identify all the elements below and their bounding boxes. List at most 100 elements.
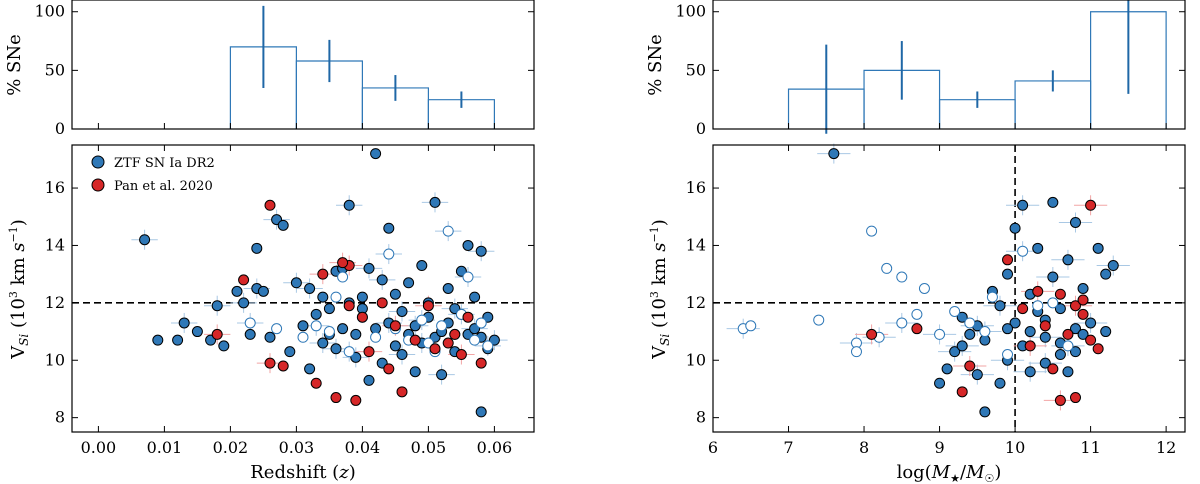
ztf-point — [1069, 346, 1081, 358]
x-tick-label: 0.01 — [147, 438, 183, 457]
ztf-point — [475, 245, 487, 257]
ztf-point — [1069, 323, 1081, 335]
ztf-point — [231, 285, 243, 297]
pan-point — [1054, 394, 1066, 406]
pan-point — [1047, 363, 1059, 375]
pan-point — [264, 357, 276, 369]
ztf-point — [934, 377, 946, 389]
pan-point — [1039, 320, 1051, 332]
ztf-open-point — [964, 317, 976, 329]
ztf-point — [389, 288, 401, 300]
ztf-point — [1039, 331, 1051, 343]
ztf-point — [964, 328, 976, 340]
ztf-point — [363, 262, 375, 274]
ztf-point — [442, 283, 454, 294]
hist-m-frame — [712, 0, 1186, 130]
ztf-point — [396, 349, 408, 361]
x-tick-label: 10 — [1005, 438, 1025, 457]
ztf-point — [1062, 366, 1074, 378]
ztf-point — [1047, 271, 1059, 283]
y-tick-label: 16 — [686, 178, 706, 197]
legend-ztf-marker — [91, 155, 105, 169]
pan-point — [1054, 288, 1066, 300]
ztf-point — [1032, 242, 1044, 254]
ztf-open-point — [918, 283, 930, 294]
x-tick-label: 0.03 — [279, 438, 315, 457]
ztf-point — [297, 320, 309, 332]
ztf-point — [971, 369, 983, 381]
pan-point — [1069, 300, 1081, 312]
ztf-open-point — [813, 314, 825, 326]
ztf-open-point — [1032, 300, 1044, 312]
pan-point — [383, 363, 395, 375]
y-tick-label: 8 — [696, 408, 706, 427]
pan-point — [1017, 303, 1029, 315]
pan-point — [1085, 334, 1097, 346]
ztf-point — [1002, 323, 1014, 335]
ztf-point — [244, 328, 256, 340]
ztf-point — [429, 196, 441, 208]
ztf-point — [343, 199, 355, 211]
pan-point — [866, 328, 878, 340]
y-tick-label: 8 — [55, 408, 65, 427]
ztf-point — [1009, 317, 1021, 329]
ztf-open-point — [383, 248, 395, 260]
ztf-open-point — [330, 291, 342, 303]
ztf-point — [172, 334, 184, 346]
hist-z-ylabel: % SNe — [4, 34, 25, 96]
legend-ztf-label: ZTF SN Ia DR2 — [114, 156, 215, 171]
y-tick-label: 0 — [55, 119, 65, 138]
pan-point — [238, 274, 250, 286]
x-tick-label: 0.04 — [345, 438, 381, 457]
ztf-point — [1100, 326, 1112, 338]
pan-point — [1092, 343, 1104, 355]
hist-m-ylabel: % SNe — [645, 34, 666, 96]
scatter-m-frame — [712, 144, 1186, 433]
y-tick-label: 100 — [34, 2, 65, 21]
pan-point — [337, 257, 349, 269]
ztf-point — [1092, 242, 1104, 254]
ztf-point — [1039, 357, 1051, 369]
pan-point — [449, 328, 461, 340]
ztf-point — [403, 277, 415, 289]
pan-point — [343, 300, 355, 312]
ztf-point — [956, 340, 968, 352]
scatter-m-xlabel: log(M★/M☉) — [897, 462, 1002, 484]
pan-point — [350, 394, 362, 406]
ztf-point — [139, 234, 151, 246]
ztf-point — [152, 334, 164, 346]
pan-point — [442, 337, 454, 349]
ztf-point — [436, 369, 448, 381]
ztf-open-point — [416, 314, 428, 326]
ztf-point — [994, 377, 1006, 389]
ztf-open-point — [866, 225, 878, 237]
ztf-open-point — [310, 320, 322, 332]
x-tick-label: 0.05 — [411, 438, 447, 457]
ztf-point — [304, 283, 316, 294]
pan-point — [376, 297, 388, 309]
legend-pan-label: Pan et al. 2020 — [114, 179, 213, 194]
ztf-open-point — [911, 308, 923, 320]
pan-point — [1077, 308, 1089, 320]
pan-point — [211, 328, 223, 340]
ztf-point — [363, 374, 375, 386]
legend-pan-marker — [91, 178, 105, 192]
pan-point — [310, 377, 322, 389]
ztf-point — [383, 222, 395, 234]
pan-point — [277, 360, 289, 372]
y-tick-label: 16 — [45, 178, 65, 197]
ztf-point — [178, 317, 190, 329]
ztf-open-point — [934, 328, 946, 340]
ztf-open-point — [1047, 297, 1059, 309]
ztf-open-point — [343, 346, 355, 358]
ztf-point — [317, 337, 329, 349]
pan-point — [330, 392, 342, 404]
hist-z-frame — [71, 0, 535, 130]
ztf-point — [1054, 303, 1066, 315]
ztf-point — [1047, 196, 1059, 208]
ztf-point — [304, 363, 316, 375]
ztf-point — [1069, 216, 1081, 228]
pan-point — [389, 320, 401, 332]
ztf-point — [949, 346, 961, 358]
scatter-z-xlabel: Redshift (z) — [250, 462, 355, 483]
